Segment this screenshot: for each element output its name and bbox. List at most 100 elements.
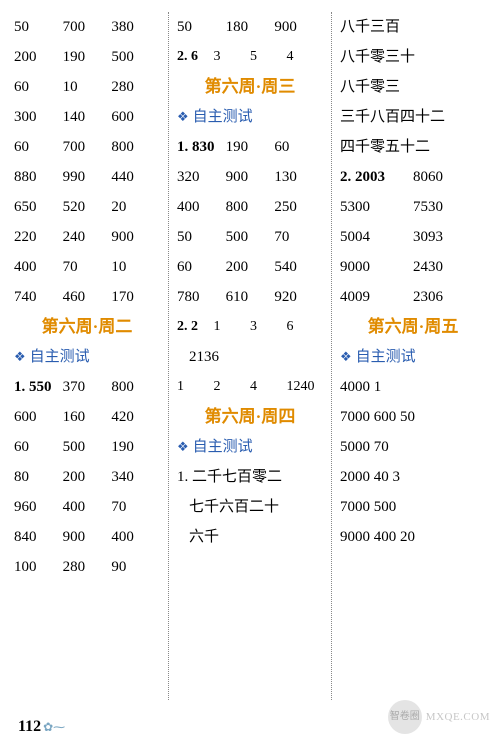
cell: 1. 550 xyxy=(14,379,63,396)
data-row: 400800250 xyxy=(177,192,323,222)
data-row: 780610920 xyxy=(177,282,323,312)
cell: 60 xyxy=(14,139,63,156)
cell: 900 xyxy=(63,529,112,546)
cell: 540 xyxy=(274,259,323,276)
cell: 800 xyxy=(226,199,275,216)
footer-decoration-icon: ✿⁓ xyxy=(43,720,65,735)
cell: 2306 xyxy=(413,289,486,306)
cell: 400 xyxy=(14,259,63,276)
cell: 280 xyxy=(111,79,160,96)
cell: 600 xyxy=(14,409,63,426)
cell: 250 xyxy=(274,199,323,216)
cell: 370 xyxy=(63,379,112,396)
cell: 500 xyxy=(226,229,275,246)
column-divider xyxy=(168,12,169,700)
cell: 900 xyxy=(111,229,160,246)
cell: 220 xyxy=(14,229,63,246)
cell: 60 xyxy=(14,79,63,96)
cell: 520 xyxy=(63,199,112,216)
data-row: 1241240 xyxy=(177,372,323,402)
data-row: 10028090 xyxy=(14,552,160,582)
cell: 7530 xyxy=(413,199,486,216)
cell: 240 xyxy=(63,229,112,246)
cell: 740 xyxy=(14,289,63,306)
value-line: 7000 600 50 xyxy=(340,402,486,432)
data-row: 200190500 xyxy=(14,42,160,72)
data-row: 880990440 xyxy=(14,162,160,192)
column-3: 八千三百 八千零三十 八千零三 三千八百四十二 四千零五十二 2. 200380… xyxy=(334,12,492,700)
data-row: 50180900 xyxy=(177,12,323,42)
cell: 340 xyxy=(111,469,160,486)
cell: 190 xyxy=(226,139,275,156)
page-content: 50700380 200190500 6010280 300140600 607… xyxy=(0,0,500,700)
cell: 900 xyxy=(226,169,275,186)
cell: 6 xyxy=(287,319,324,335)
data-row: 220240900 xyxy=(14,222,160,252)
data-row: 6010280 xyxy=(14,72,160,102)
data-row: 320900130 xyxy=(177,162,323,192)
hanzi-line: 八千三百 xyxy=(340,12,486,42)
watermark: 智卷圈 MXQE.COM xyxy=(388,700,490,734)
cell: 2. 6 xyxy=(177,49,214,65)
subhead-self-test: 自主测试 xyxy=(177,102,323,132)
data-row: 5050070 xyxy=(177,222,323,252)
cell: 160 xyxy=(63,409,112,426)
pair-row: 53007530 xyxy=(340,192,486,222)
cell: 130 xyxy=(274,169,323,186)
cell: 990 xyxy=(63,169,112,186)
cell: 400 xyxy=(177,199,226,216)
page-number: 112 xyxy=(18,718,41,736)
data-row: 60200540 xyxy=(177,252,323,282)
watermark-badge-icon: 智卷圈 xyxy=(388,700,422,734)
section-title-week6-fri: 第六周·周五 xyxy=(340,312,486,342)
cell: 700 xyxy=(63,139,112,156)
cell: 8060 xyxy=(413,169,486,186)
pair-row: 90002430 xyxy=(340,252,486,282)
cell: 880 xyxy=(14,169,63,186)
cell: 10 xyxy=(111,259,160,276)
cell: 200 xyxy=(63,469,112,486)
cell: 460 xyxy=(63,289,112,306)
value-line: 5000 70 xyxy=(340,432,486,462)
data-row: 96040070 xyxy=(14,492,160,522)
data-row: 300140600 xyxy=(14,102,160,132)
cell: 320 xyxy=(177,169,226,186)
page-footer: 112 ✿⁓ xyxy=(18,718,65,736)
hanzi-line: 八千零三 xyxy=(340,72,486,102)
cell: 50 xyxy=(177,19,226,36)
cell: 400 xyxy=(63,499,112,516)
cell: 4 xyxy=(287,49,324,65)
cell: 1 xyxy=(214,319,251,335)
subhead-self-test: 自主测试 xyxy=(177,432,323,462)
cell: 420 xyxy=(111,409,160,426)
cell: 50 xyxy=(177,229,226,246)
cell: 300 xyxy=(14,109,63,126)
section-title-week6-tue: 第六周·周二 xyxy=(14,312,160,342)
cell: 700 xyxy=(63,19,112,36)
cell: 840 xyxy=(14,529,63,546)
value-line: 9000 400 20 xyxy=(340,522,486,552)
cell: 2 xyxy=(214,379,251,395)
cell: 2. 2003 xyxy=(340,169,413,186)
cell: 70 xyxy=(274,229,323,246)
data-row: 2. 6354 xyxy=(177,42,323,72)
section-title-week6-wed: 第六周·周三 xyxy=(177,72,323,102)
cell: 440 xyxy=(111,169,160,186)
cell: 650 xyxy=(14,199,63,216)
pair-row: 2. 20038060 xyxy=(340,162,486,192)
cell: 4009 xyxy=(340,289,413,306)
data-row: 80200340 xyxy=(14,462,160,492)
cell: 10 xyxy=(63,79,112,96)
data-row: 4007010 xyxy=(14,252,160,282)
column-2: 50180900 2. 6354 第六周·周三 自主测试 1. 83019060… xyxy=(171,12,329,700)
subhead-self-test: 自主测试 xyxy=(340,342,486,372)
cell: 780 xyxy=(177,289,226,306)
pair-row: 40092306 xyxy=(340,282,486,312)
cell: 140 xyxy=(63,109,112,126)
data-row: 1. 83019060 xyxy=(177,132,323,162)
cell: 80 xyxy=(14,469,63,486)
cell: 2. 2 xyxy=(177,319,214,335)
cell: 20 xyxy=(111,199,160,216)
cell: 60 xyxy=(177,259,226,276)
watermark-text: MXQE.COM xyxy=(426,711,490,723)
